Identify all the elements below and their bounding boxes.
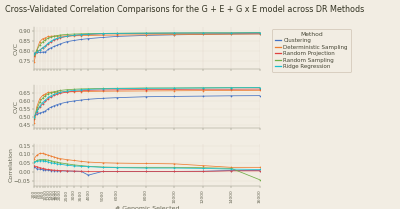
- Y-axis label: Correlation: Correlation: [9, 148, 14, 182]
- X-axis label: # Genomic Selected: # Genomic Selected: [115, 206, 179, 209]
- Y-axis label: CVC: CVC: [14, 42, 19, 55]
- Legend: Clustering, Deterministic Sampling, Random Projection, Random Sampling, Ridge Re: Clustering, Deterministic Sampling, Rand…: [272, 29, 351, 72]
- Text: Cross-Validated Correlation Comparisons for the G + E + G x E model across DR Me: Cross-Validated Correlation Comparisons …: [5, 5, 364, 14]
- Y-axis label: CVC: CVC: [14, 100, 19, 113]
